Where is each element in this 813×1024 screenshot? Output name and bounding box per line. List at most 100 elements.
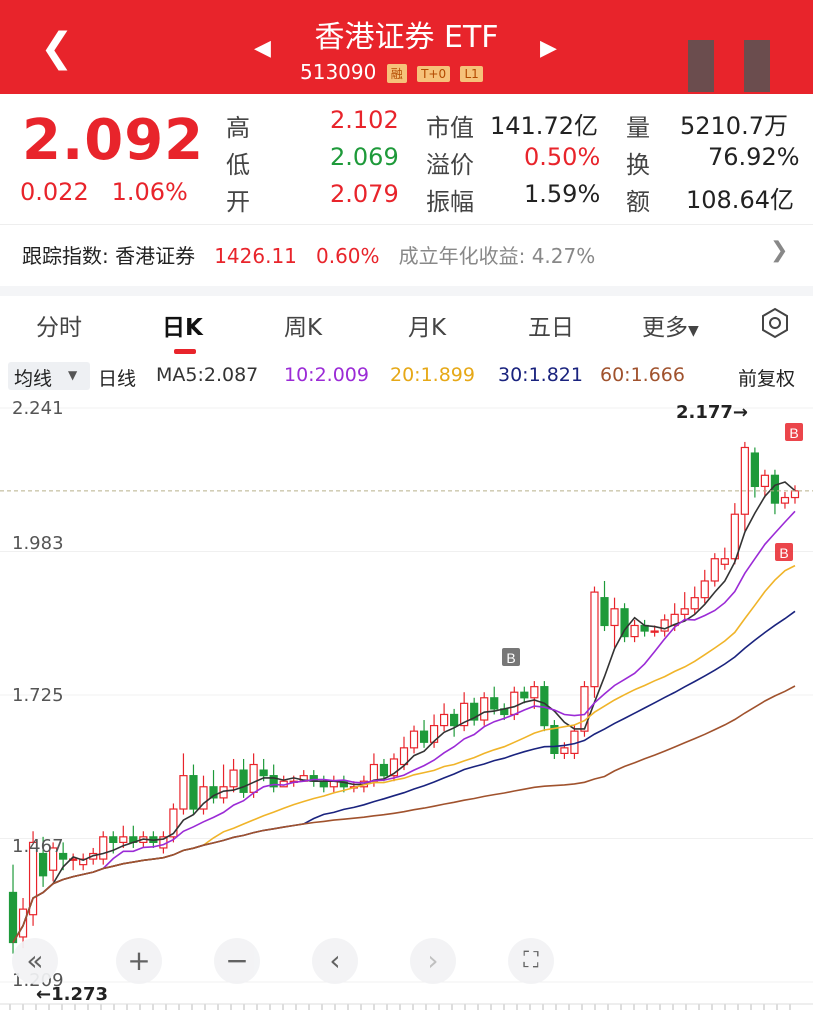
- candle-body: [389, 758, 399, 777]
- mcap-label: 市值: [426, 114, 474, 142]
- open-label: 开: [226, 188, 250, 216]
- add-watchlist-icon[interactable]: [688, 40, 714, 92]
- candle-body: [650, 630, 659, 633]
- candle-body: [610, 608, 619, 627]
- fullscreen-icon[interactable]: ⛶: [508, 938, 554, 984]
- candle-body: [600, 597, 609, 627]
- candle-body: [760, 474, 770, 488]
- tab-daily-k[interactable]: 日K: [162, 315, 203, 341]
- ma60-line: [12, 685, 796, 943]
- y-tick-label: 2.241: [12, 398, 64, 419]
- amplitude-label: 振幅: [426, 188, 474, 216]
- header-bar: ❮ ◀ 香港证券 ETF ▶ 513090 融 T+0 L1: [0, 0, 813, 94]
- turnover-value: 76.92%: [708, 143, 800, 171]
- triangle-right-icon[interactable]: ▶: [540, 36, 557, 61]
- buy-marker-label: B: [506, 650, 515, 666]
- mcap-value: 141.72亿: [490, 112, 598, 140]
- tracking-index-row[interactable]: 跟踪指数: 香港证券 1426.11 0.60% 成立年化收益: 4.27%: [22, 240, 595, 269]
- max-annotation: 2.177→: [676, 402, 749, 423]
- candle-body: [439, 713, 449, 727]
- annual-return: 成立年化收益: 4.27%: [398, 244, 596, 268]
- candle-body: [99, 836, 108, 860]
- indicator-selector-label: 均线: [14, 368, 53, 390]
- tracking-index-value: 1426.11: [214, 244, 297, 268]
- adjust-mode[interactable]: 前复权: [738, 368, 796, 390]
- candle-body: [470, 702, 479, 721]
- current-price: 2.092: [22, 108, 205, 173]
- section-gap: [0, 286, 813, 296]
- buy-marker-label: B: [779, 545, 788, 561]
- search-icon[interactable]: [744, 40, 770, 92]
- tab-weekly-k[interactable]: 周K: [284, 315, 323, 341]
- rewind-icon[interactable]: «: [12, 938, 58, 984]
- candle-body: [239, 769, 248, 793]
- zoom-in-icon[interactable]: +: [116, 938, 162, 984]
- triangle-left-icon[interactable]: ◀: [254, 36, 271, 61]
- candle-body: [119, 836, 128, 843]
- candle-body: [419, 730, 429, 743]
- candle-body: [409, 730, 419, 749]
- buy-marker: [775, 543, 793, 561]
- tab-five-day[interactable]: 五日: [528, 315, 574, 341]
- low-value: 2.069: [330, 143, 399, 171]
- buy-marker: [502, 648, 520, 666]
- candle-body: [630, 624, 639, 638]
- tag-t0: T+0: [417, 65, 451, 82]
- candle-body: [79, 858, 88, 866]
- divider: [0, 224, 813, 225]
- candle-body: [750, 452, 759, 488]
- candle-body: [550, 724, 559, 755]
- candle-body: [369, 763, 379, 782]
- pan-left-icon[interactable]: ‹: [312, 938, 358, 984]
- candle-body: [660, 619, 669, 632]
- y-tick-label: 1.467: [12, 836, 64, 857]
- candle-body: [580, 686, 589, 732]
- chevron-left-icon[interactable]: ❮: [40, 25, 74, 71]
- tab-more[interactable]: 更多▼: [642, 308, 699, 342]
- pan-right-icon[interactable]: ›: [410, 938, 456, 984]
- caret-down-icon: ▼: [688, 323, 699, 339]
- candle-body: [249, 763, 258, 793]
- ma30-value: 30:1.821: [498, 364, 583, 386]
- candle-body: [520, 691, 529, 699]
- change-value: 0.022: [20, 178, 89, 206]
- candle-body: [680, 608, 689, 615]
- candle-body: [169, 808, 178, 838]
- candle-body: [620, 608, 629, 638]
- premium-label: 溢价: [426, 151, 474, 179]
- chevron-right-icon[interactable]: ❯: [770, 238, 789, 263]
- candle-body: [790, 490, 800, 499]
- volume-label: 量: [626, 114, 650, 142]
- indicator-selector[interactable]: [8, 362, 90, 390]
- chart-settings-icon[interactable]: [758, 306, 792, 346]
- period-label[interactable]: 日线: [98, 368, 137, 390]
- candle-body: [179, 775, 188, 810]
- candle-body: [450, 713, 459, 727]
- buy-marker-label: B: [789, 425, 798, 441]
- amount-value: 108.64亿: [686, 186, 794, 214]
- candle-body: [199, 786, 208, 810]
- tab-more-label: 更多: [642, 315, 688, 341]
- page-title: 香港证券 ETF: [314, 20, 499, 55]
- high-label: 高: [226, 114, 250, 142]
- candle-body: [189, 775, 198, 810]
- candle-body: [670, 613, 679, 627]
- candle-body: [59, 852, 68, 860]
- candle-body: [379, 763, 389, 777]
- security-code-row: 513090 融 T+0 L1: [300, 60, 483, 84]
- y-tick-label: 1.725: [12, 685, 64, 706]
- ma10-line: [12, 510, 796, 943]
- candle-body: [530, 686, 539, 699]
- ma-legend-row: 均线 ▼ 日线 MA5:2.087 10:2.009 20:1.899 30:1…: [0, 360, 813, 392]
- candle-body: [700, 580, 709, 599]
- ma5-line: [12, 481, 796, 943]
- tab-intraday[interactable]: 分时: [36, 315, 82, 341]
- candle-body: [740, 446, 749, 515]
- candle-body: [510, 691, 519, 716]
- tab-monthly-k[interactable]: 月K: [408, 315, 447, 341]
- candle-body: [209, 786, 218, 799]
- zoom-out-icon[interactable]: −: [214, 938, 260, 984]
- candle-body: [49, 847, 58, 871]
- amount-label: 额: [626, 188, 650, 216]
